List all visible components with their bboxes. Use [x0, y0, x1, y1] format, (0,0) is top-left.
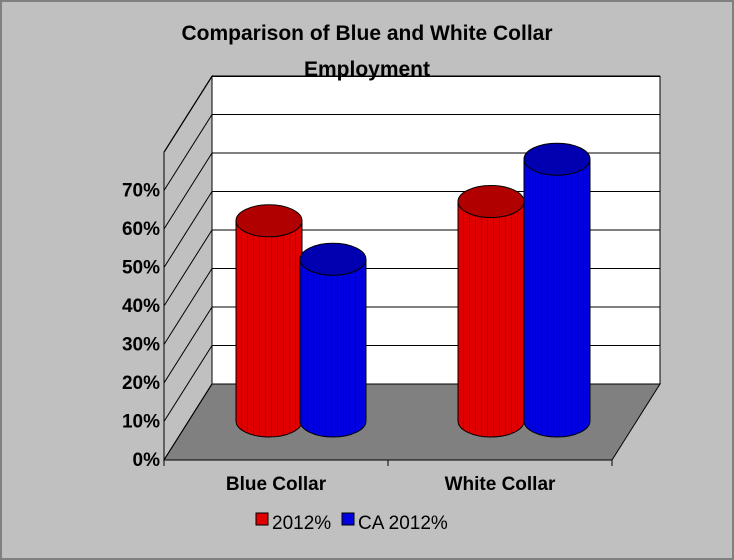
legend-swatch-2012 [255, 512, 269, 526]
legend-swatch-ca-2012 [341, 512, 355, 526]
bar-ca-2012-blue-collar-top [299, 242, 367, 276]
x-tick-label: Blue Collar [226, 474, 327, 495]
bar-2012-blue-collar [235, 220, 303, 438]
y-tick-label: 40% [122, 296, 160, 317]
chart-title-line-1: Comparison of Blue and White Collar [181, 22, 552, 45]
gridline-side [163, 75, 213, 153]
gridline-side [163, 268, 213, 345]
axis-labels: 0% 10% 20% 30% 40% 50% 60% 70% Blue Collar White … [122, 181, 613, 495]
bar-ca-2012-blue-collar [299, 258, 367, 438]
legend-label-2012: 2012% [272, 513, 331, 534]
bar-ca-2012-white-collar [523, 158, 591, 438]
y-tick-label: 50% [122, 258, 160, 279]
bar-ca-2012-white-collar-top [523, 142, 591, 176]
y-tick-label: 10% [122, 412, 160, 433]
legend: 2012% CA 2012% [255, 512, 448, 534]
gridline-side [163, 152, 213, 230]
y-tick-label: 70% [122, 181, 160, 202]
bar-2012-white-collar [457, 201, 525, 438]
gridline-side [163, 229, 213, 307]
bar-2012-white-collar-top [457, 185, 525, 219]
bars [235, 142, 591, 438]
x-tick-label: White Collar [445, 474, 556, 495]
gridline-side [163, 114, 213, 191]
gridline-side [163, 383, 213, 461]
gridline-side [163, 345, 213, 422]
gridline-side [163, 306, 213, 384]
y-tick-label: 60% [122, 219, 160, 240]
y-tick-label: 20% [122, 373, 160, 394]
gridline-side [163, 191, 213, 268]
y-tick-label: 30% [122, 335, 160, 356]
legend-label-ca-2012: CA 2012% [358, 513, 448, 534]
y-tick-label: 0% [133, 450, 161, 471]
chart-title-line-2: Employment [304, 58, 430, 81]
bar-2012-blue-collar-top [235, 204, 303, 238]
